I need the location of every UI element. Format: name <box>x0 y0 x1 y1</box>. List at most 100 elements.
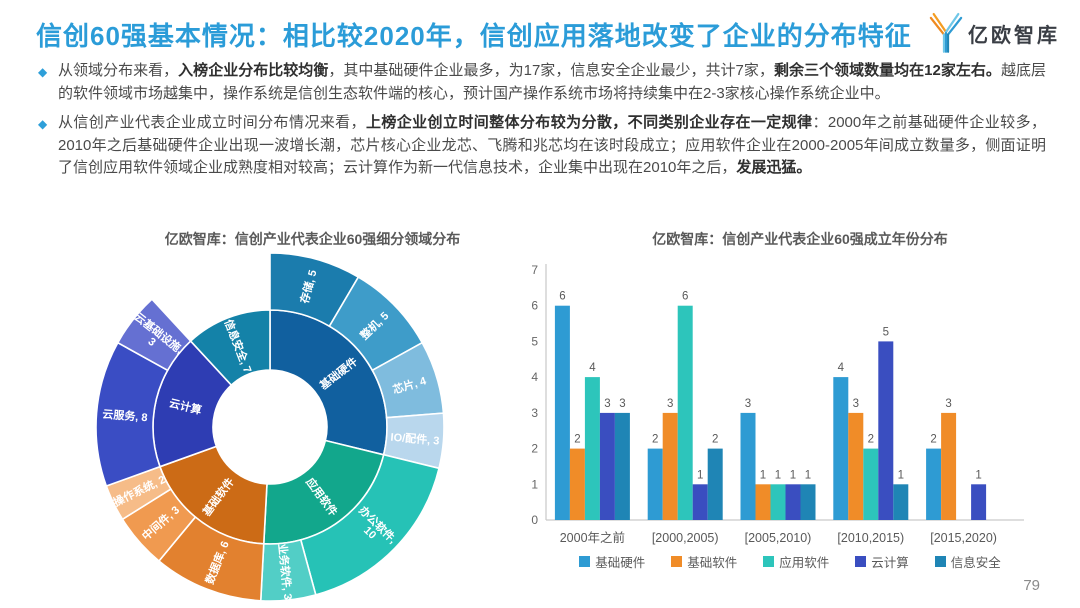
sunburst-segment-信息安全 <box>189 309 271 387</box>
x-axis-category-label: [2010,2015) <box>837 531 904 545</box>
bullet-text-run: ，其中基础硬件企业最多，为17家，信息安全企业最少，共计7家， <box>328 62 774 79</box>
bar-应用软件-[2000,2005) <box>677 305 693 520</box>
bar-应用软件-[2005,2010) <box>770 484 786 520</box>
bar-应用软件-2000年之前 <box>584 377 600 520</box>
bullet-item: ◆ 从信创产业代表企业成立时间分布情况来看，上榜企业创立时间整体分布较为分散，不… <box>38 112 1046 180</box>
legend-swatch-icon <box>855 556 867 567</box>
bar-chart-title: 亿欧智库：信创产业代表企业60强成立年份分布 <box>652 231 948 247</box>
bar-信息安全-[2000,2005) <box>707 448 723 520</box>
y-axis-tick-label: 3 <box>531 406 538 420</box>
diamond-bullet-icon: ◆ <box>38 65 48 79</box>
bar-value-label: 1 <box>790 469 796 481</box>
bar-value-label: 2 <box>712 434 718 446</box>
sunburst-segment-云基础设施 <box>116 298 192 372</box>
legend-item-应用软件: 应用软件 <box>763 552 829 571</box>
bullet-list: ◆ 从领域分布来看，入榜企业分布比较均衡，其中基础硬件企业最多，为17家，信息安… <box>38 60 1046 187</box>
legend-label: 云计算 <box>871 556 909 570</box>
legend-swatch-icon <box>579 556 591 567</box>
bar-value-label: 3 <box>667 398 673 410</box>
bar-value-label: 1 <box>898 469 904 481</box>
bar-chart-legend: 基础硬件 基础软件 应用软件 云计算 信息安全 <box>540 552 1040 571</box>
bar-基础软件-[2015,2020) <box>941 412 957 520</box>
legend-item-信息安全: 信息安全 <box>934 552 1001 571</box>
legend-swatch-icon <box>763 556 775 567</box>
y-axis-tick-label: 4 <box>531 370 538 384</box>
sunburst-segment-label: 云服务, 8 <box>102 407 148 425</box>
bullet-text-run: 从信创产业代表企业成立时间分布情况来看， <box>58 114 366 131</box>
y-axis-tick-label: 0 <box>531 513 538 527</box>
bar-云计算-[2015,2020) <box>971 484 987 520</box>
x-axis-category-label: [2005,2010) <box>745 531 812 545</box>
x-axis-category-label: 2000年之前 <box>560 530 625 545</box>
bar-value-label: 6 <box>559 291 565 303</box>
legend-label: 应用软件 <box>779 556 830 570</box>
bar-value-label: 2 <box>868 434 874 446</box>
bullet-text-run: ：2000年之前基础硬件企业较多，2010年之后基础硬件企业出现一波增长潮，芯片… <box>58 114 1046 176</box>
bar-基础软件-2000年之前 <box>569 448 585 520</box>
legend-item-基础软件: 基础软件 <box>671 552 737 571</box>
legend-label: 基础软件 <box>687 556 738 570</box>
bar-基础硬件-[2010,2015) <box>833 377 849 520</box>
bar-value-label: 1 <box>697 469 703 481</box>
bar-云计算-[2010,2015) <box>878 341 894 520</box>
y-axis-tick-label: 6 <box>531 299 538 313</box>
bar-应用软件-[2010,2015) <box>863 448 879 520</box>
legend-swatch-icon <box>671 556 683 567</box>
bar-value-label: 3 <box>853 398 859 410</box>
diamond-bullet-icon: ◆ <box>38 117 48 131</box>
bar-云计算-2000年之前 <box>599 412 615 520</box>
bullet-text-run: 越底层的软件领域市场越集中，操作系统是信创生态软件端的核心，预计国产操作系统市场… <box>58 62 1046 102</box>
logo-y-icon <box>929 12 963 53</box>
bar-value-label: 3 <box>604 398 610 410</box>
bar-基础软件-[2005,2010) <box>755 484 771 520</box>
bullet-text-run: 从领域分布来看， <box>58 62 179 79</box>
x-axis-category-label: [2000,2005) <box>652 531 719 545</box>
logo: 亿欧智库 <box>929 12 1060 54</box>
bar-value-label: 2 <box>652 434 658 446</box>
page-number: 79 <box>1023 577 1040 594</box>
bullet-text-bold-run: 剩余三个领域数量均在12家左右。 <box>773 62 1001 79</box>
bullet-item: ◆ 从领域分布来看，入榜企业分布比较均衡，其中基础硬件企业最多，为17家，信息安… <box>38 60 1046 105</box>
bullet-text: 从信创产业代表企业成立时间分布情况来看，上榜企业创立时间整体分布较为分散，不同类… <box>58 114 1046 176</box>
bar-基础硬件-2000年之前 <box>554 305 570 520</box>
page-title: 信创60强基本情况：相比较2020年，信创应用落地改变了企业的分布特征 <box>36 21 912 51</box>
bar-value-label: 4 <box>589 362 596 374</box>
legend-item-基础硬件: 基础硬件 <box>579 552 645 571</box>
bar-value-label: 5 <box>883 326 889 338</box>
bullet-text-bold-run: 上榜企业创立时间整体分布较为分散，不同类别企业存在一定规律 <box>365 114 813 131</box>
bullet-text-bold-run: 发展迅猛。 <box>736 159 812 176</box>
bar-基础硬件-[2000,2005) <box>647 448 663 520</box>
bar-信息安全-[2010,2015) <box>893 484 909 520</box>
bullet-text: 从领域分布来看，入榜企业分布比较均衡，其中基础硬件企业最多，为17家，信息安全企… <box>58 62 1046 102</box>
bar-value-label: 1 <box>975 469 981 481</box>
bar-value-label: 3 <box>745 398 751 410</box>
bar-value-label: 3 <box>619 398 625 410</box>
bar-value-label: 4 <box>838 362 845 374</box>
legend-label: 基础硬件 <box>595 556 646 570</box>
bar-信息安全-[2005,2010) <box>800 484 816 520</box>
bar-value-label: 6 <box>682 291 688 303</box>
bullet-text-bold-run: 入榜企业分布比较均衡 <box>178 62 329 79</box>
bar-基础软件-[2000,2005) <box>662 412 678 520</box>
bar-value-label: 2 <box>574 434 580 446</box>
bar-基础软件-[2010,2015) <box>848 412 864 520</box>
bar-value-label: 2 <box>930 434 936 446</box>
bar-value-label: 1 <box>805 469 811 481</box>
bar-value-label: 1 <box>775 469 781 481</box>
y-axis-tick-label: 5 <box>531 334 538 348</box>
bar-云计算-[2000,2005) <box>692 484 708 520</box>
bar-value-label: 3 <box>945 398 951 410</box>
legend-swatch-icon <box>934 556 946 567</box>
logo-text: 亿欧智库 <box>968 24 1060 47</box>
sunburst-chart-title: 亿欧智库：信创产业代表企业60强细分领域分布 <box>164 231 461 247</box>
y-axis-tick-label: 1 <box>531 477 538 491</box>
y-axis-tick-label: 2 <box>531 442 538 456</box>
bar-云计算-[2005,2010) <box>785 484 801 520</box>
sunburst-segment-label: IO/配件, 3 <box>390 430 440 448</box>
bar-基础硬件-[2005,2010) <box>740 412 756 520</box>
bar-value-label: 1 <box>760 469 766 481</box>
bar-基础硬件-[2015,2020) <box>926 448 942 520</box>
